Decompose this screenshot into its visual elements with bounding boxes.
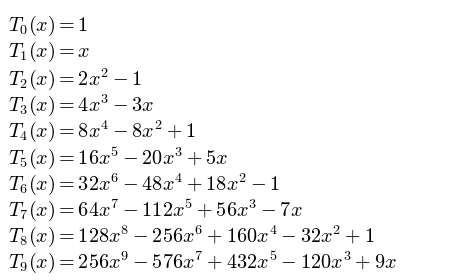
Text: $T_3(x) = 4x^3 - 3x$: $T_3(x) = 4x^3 - 3x$ [8, 93, 155, 118]
Text: $T_1(x) = x$: $T_1(x) = x$ [8, 40, 91, 64]
Text: $T_2(x) = 2x^2 - 1$: $T_2(x) = 2x^2 - 1$ [8, 66, 142, 92]
Text: $T_8(x) = 128x^8 - 256x^6 + 160x^4 - 32x^2 + 1$: $T_8(x) = 128x^8 - 256x^6 + 160x^4 - 32x… [8, 224, 374, 249]
Text: $T_0(x) = 1$: $T_0(x) = 1$ [8, 14, 89, 38]
Text: $T_9(x) = 256x^9 - 576x^7 + 432x^5 - 120x^3 + 9x$: $T_9(x) = 256x^9 - 576x^7 + 432x^5 - 120… [8, 250, 397, 276]
Text: $T_5(x) = 16x^5 - 20x^3 + 5x$: $T_5(x) = 16x^5 - 20x^3 + 5x$ [8, 145, 228, 171]
Text: $T_7(x) = 64x^7 - 112x^5 + 56x^3 - 7x$: $T_7(x) = 64x^7 - 112x^5 + 56x^3 - 7x$ [8, 197, 302, 223]
Text: $T_6(x) = 32x^6 - 48x^4 + 18x^2 - 1$: $T_6(x) = 32x^6 - 48x^4 + 18x^2 - 1$ [8, 171, 281, 197]
Text: $T_4(x) = 8x^4 - 8x^2 + 1$: $T_4(x) = 8x^4 - 8x^2 + 1$ [8, 119, 196, 144]
